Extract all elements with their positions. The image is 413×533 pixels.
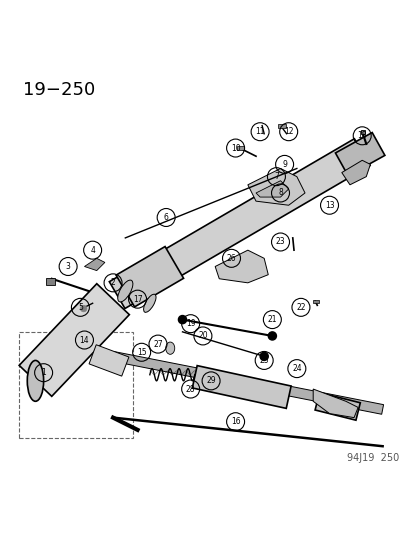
Text: 1: 1 — [41, 368, 46, 377]
Text: 29: 29 — [206, 376, 215, 385]
Ellipse shape — [165, 342, 174, 354]
Text: 2: 2 — [110, 278, 115, 287]
Text: 23: 23 — [275, 238, 285, 246]
Text: 15: 15 — [137, 348, 146, 357]
Text: 19−250: 19−250 — [23, 80, 95, 99]
Polygon shape — [314, 393, 359, 420]
Text: 27: 27 — [153, 340, 162, 349]
Polygon shape — [335, 133, 384, 176]
Text: 10: 10 — [230, 143, 240, 152]
Text: 6: 6 — [163, 213, 168, 222]
Ellipse shape — [117, 280, 133, 302]
Polygon shape — [215, 250, 268, 283]
Text: 22: 22 — [295, 303, 305, 312]
Text: 3: 3 — [66, 262, 70, 271]
Text: 7: 7 — [273, 172, 278, 181]
Circle shape — [178, 316, 186, 324]
Polygon shape — [341, 160, 370, 185]
Text: 21: 21 — [267, 315, 276, 324]
Bar — [236, 146, 244, 150]
Text: 5: 5 — [78, 303, 83, 312]
Text: 9: 9 — [282, 160, 286, 169]
Polygon shape — [255, 181, 288, 197]
Polygon shape — [89, 345, 128, 376]
Polygon shape — [116, 247, 183, 307]
Ellipse shape — [27, 360, 43, 401]
Text: 94J19  250: 94J19 250 — [346, 453, 398, 463]
Polygon shape — [84, 259, 104, 271]
Text: 28: 28 — [185, 384, 195, 393]
Ellipse shape — [143, 294, 156, 312]
Circle shape — [268, 332, 276, 340]
Polygon shape — [192, 366, 290, 408]
Text: 17: 17 — [133, 295, 142, 304]
Text: 26: 26 — [226, 254, 236, 263]
Polygon shape — [109, 139, 369, 309]
Polygon shape — [19, 284, 129, 397]
Bar — [278, 124, 285, 127]
Text: 24: 24 — [291, 364, 301, 373]
Text: 16: 16 — [230, 417, 240, 426]
Polygon shape — [313, 389, 357, 418]
Text: 4: 4 — [90, 246, 95, 255]
Polygon shape — [247, 168, 304, 205]
Text: 19: 19 — [185, 319, 195, 328]
Text: 11: 11 — [255, 127, 264, 136]
Circle shape — [80, 305, 87, 312]
Text: 20: 20 — [198, 332, 207, 341]
Text: 13: 13 — [324, 201, 334, 209]
Text: 18: 18 — [356, 131, 366, 140]
Bar — [360, 131, 365, 134]
Polygon shape — [112, 352, 383, 414]
Circle shape — [259, 352, 268, 360]
Bar — [45, 278, 55, 285]
Text: 14: 14 — [79, 335, 89, 344]
Text: 12: 12 — [283, 127, 293, 136]
Text: 8: 8 — [278, 189, 282, 198]
Bar — [19, 332, 133, 438]
Text: 25: 25 — [259, 356, 268, 365]
Bar — [313, 300, 318, 303]
